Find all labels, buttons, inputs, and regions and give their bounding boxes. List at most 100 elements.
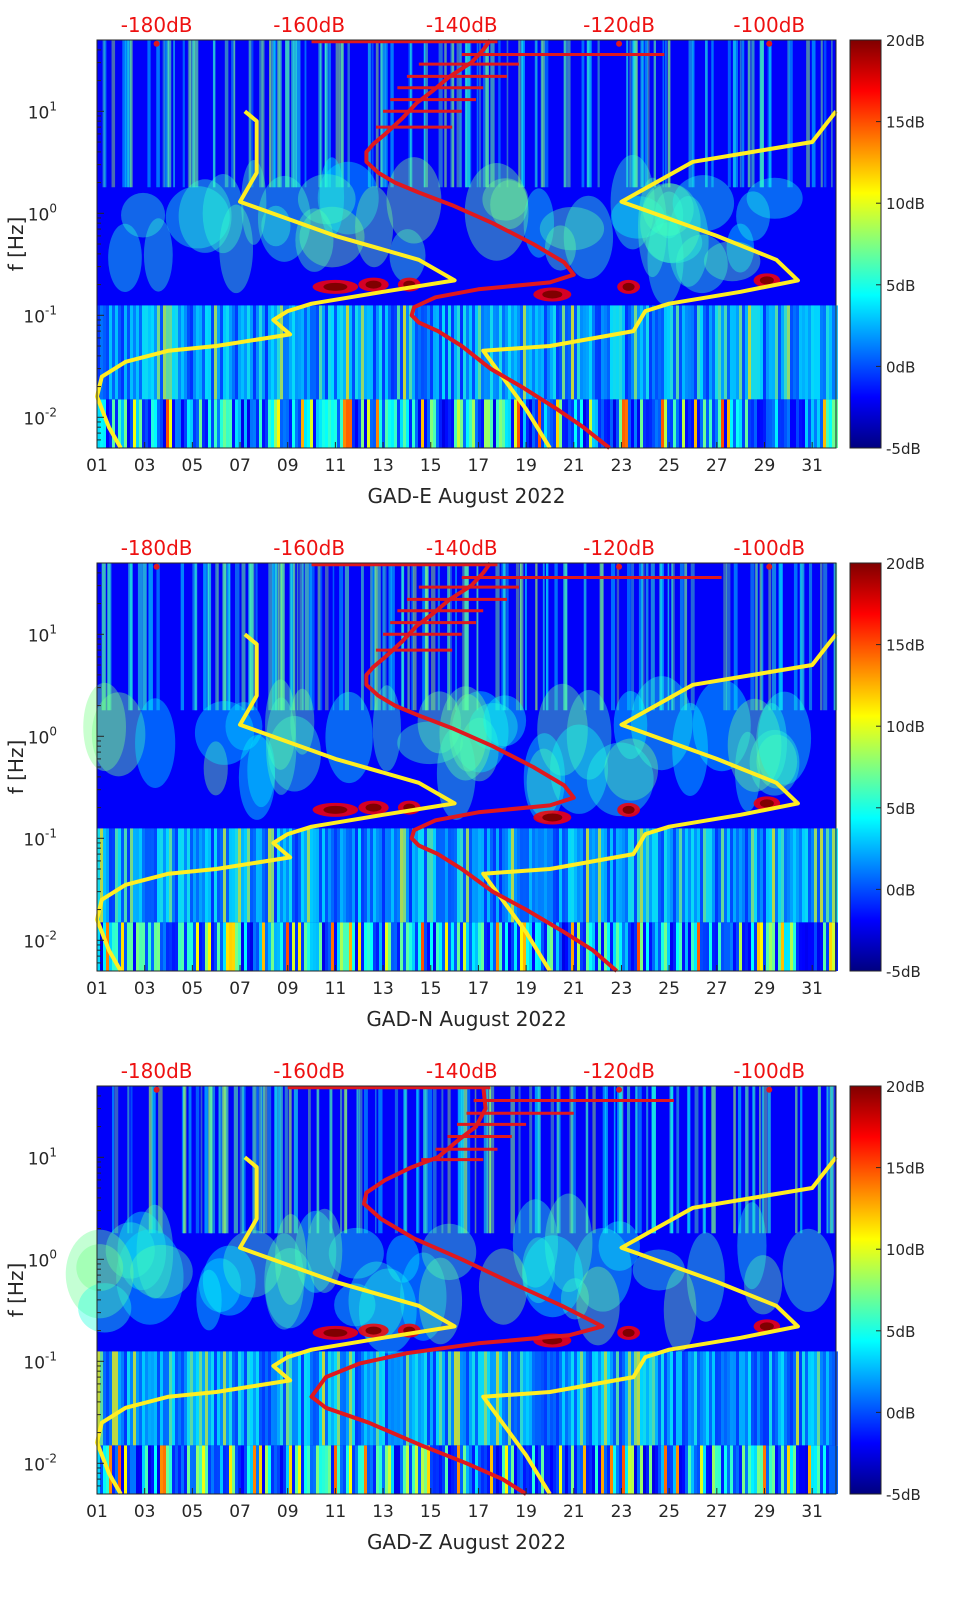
texture-cell: [475, 305, 478, 400]
texture-cell: [712, 305, 715, 400]
texture-cell: [97, 305, 100, 400]
texture-cell: [478, 828, 481, 923]
texture-cell: [619, 1445, 622, 1494]
texture-cell: [415, 922, 418, 971]
texture-cell: [190, 922, 193, 971]
texture-cell: [328, 1445, 331, 1494]
texture-cell: [280, 399, 283, 448]
texture-cell: [355, 828, 358, 923]
texture-cell: [465, 40, 470, 188]
texture-cell: [388, 305, 391, 400]
texture-cell: [430, 1351, 433, 1446]
texture-cell: [163, 1445, 166, 1494]
texture-cell: [277, 828, 280, 923]
texture-cell: [642, 40, 645, 188]
texture-cell: [268, 399, 271, 448]
texture-cell: [306, 1208, 343, 1293]
texture-cell: [424, 305, 427, 400]
texture-cell: [130, 922, 133, 971]
texture-cell: [310, 922, 313, 971]
texture-cell: [826, 1086, 829, 1234]
texture-cell: [559, 305, 562, 400]
texture-cell: [563, 40, 566, 188]
texture-cell: [376, 399, 379, 448]
texture-cell: [499, 1351, 502, 1446]
texture-cell: [242, 1086, 245, 1234]
texture-cell: [664, 305, 667, 400]
texture-cell: [676, 1086, 680, 1234]
texture-cell: [154, 922, 157, 971]
texture-cell: [486, 1086, 491, 1234]
texture-cell: [543, 40, 549, 188]
texture-cell: [293, 1086, 298, 1234]
texture-cell: [538, 828, 541, 923]
x-tick-label: 21: [563, 1502, 585, 1522]
texture-cell: [346, 1351, 349, 1446]
texture-cell: [290, 688, 315, 755]
texture-cell: [202, 1445, 205, 1494]
colorbar-tick-label: 0dB: [886, 881, 915, 899]
texture-cell: [223, 1351, 226, 1446]
texture-cell: [682, 305, 685, 400]
texture-cell: [291, 563, 293, 711]
texture-cell: [550, 922, 553, 971]
texture-cell: [697, 1351, 700, 1446]
texture-cell: [629, 40, 632, 188]
texture-cell: [631, 40, 636, 188]
texture-cell: [151, 399, 154, 448]
texture-cell: [307, 399, 310, 448]
texture-cell: [658, 1351, 661, 1446]
red-curve: [364, 38, 611, 450]
texture-cell: [727, 40, 731, 188]
texture-cell: [517, 305, 520, 400]
texture-cell: [292, 922, 295, 971]
texture-cell: [721, 1351, 724, 1446]
texture-cell: [450, 40, 455, 188]
texture-cell: [112, 305, 115, 400]
texture-cell: [811, 828, 814, 923]
texture-cell: [292, 40, 297, 188]
texture-cell: [741, 40, 745, 188]
texture-cell: [133, 1445, 136, 1494]
texture-cell: [750, 563, 755, 711]
texture-cell: [793, 922, 796, 971]
texture-cell: [331, 1351, 334, 1446]
texture-cell: [166, 1445, 169, 1494]
texture-cell: [406, 922, 409, 971]
texture-cell: [592, 1351, 595, 1446]
texture-cell: [572, 1086, 576, 1234]
texture-cell: [691, 1445, 694, 1494]
texture-cell: [328, 922, 331, 971]
texture-cell: [505, 828, 508, 923]
texture-cell: [808, 399, 811, 448]
texture-cell: [490, 180, 529, 230]
texture-cell: [586, 1351, 589, 1446]
texture-cell: [427, 399, 430, 448]
texture-cell: [130, 1445, 133, 1494]
texture-cell: [313, 828, 316, 923]
texture-cell: [319, 305, 322, 400]
texture-cell: [124, 828, 127, 923]
texture-cell: [365, 803, 382, 812]
texture-cell: [250, 828, 253, 923]
texture-cell: [355, 186, 394, 268]
texture-cell: [589, 1445, 592, 1494]
texture-cell: [277, 40, 281, 188]
texture-cell: [772, 828, 775, 923]
texture-cell: [331, 399, 334, 448]
texture-cell: [682, 922, 685, 971]
texture-cell: [519, 563, 522, 711]
texture-cell: [97, 828, 100, 923]
texture-cell: [616, 922, 619, 971]
texture-cell: [283, 828, 286, 923]
texture-cell: [514, 1351, 517, 1446]
texture-cell: [454, 399, 457, 448]
texture-cell: [682, 828, 685, 923]
texture-cell: [517, 828, 520, 923]
red-dot: [616, 40, 623, 47]
texture-cell: [499, 922, 502, 971]
texture-cell: [553, 828, 556, 923]
texture-cell: [382, 828, 385, 923]
texture-cell: [532, 305, 535, 400]
texture-cell: [563, 563, 568, 711]
